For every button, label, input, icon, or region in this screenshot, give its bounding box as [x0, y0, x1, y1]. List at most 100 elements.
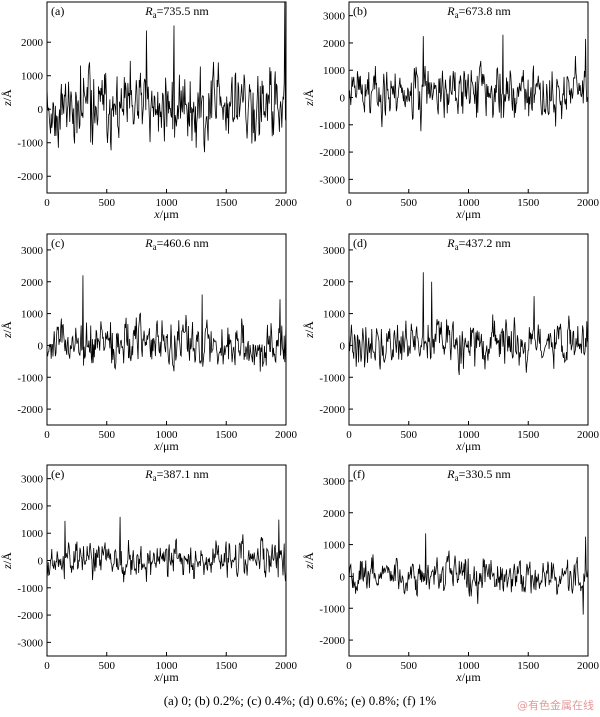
- roughness-label: Ra=387.1 nm: [144, 467, 209, 483]
- x-tick-label: 1000: [458, 429, 481, 441]
- x-tick-label: 1000: [458, 197, 481, 209]
- y-tick-label: -1000: [17, 583, 43, 595]
- plot-frame: [348, 233, 589, 426]
- y-tick-label: 0: [38, 104, 44, 116]
- y-tick-label: 0: [38, 556, 44, 568]
- roughness-subscript: a: [153, 10, 157, 20]
- chart-panel-4: 0 500 1000 1500 2000 -3000 -2000 -1000 0 1000 2000…: [0, 464, 298, 684]
- x-tick-label: 1000: [156, 197, 179, 209]
- y-axis-unit: /Å: [302, 89, 316, 101]
- roughness-label: Ra=330.5 nm: [446, 467, 511, 483]
- x-axis-variable: x: [153, 439, 160, 453]
- x-axis-title: x/μm: [455, 207, 481, 221]
- y-tick-label: -1000: [319, 603, 345, 615]
- roughness-symbol: R: [144, 467, 153, 481]
- roughness-subscript: a: [455, 473, 459, 483]
- watermark: @有色金属在线: [517, 699, 594, 712]
- y-tick-label: 3000: [21, 245, 44, 257]
- profile-line: [47, 275, 286, 372]
- x-axis-title: x/μm: [153, 670, 179, 684]
- x-axis-title: x/μm: [455, 670, 481, 684]
- y-tick-label: 1000: [323, 309, 346, 321]
- x-tick-label: 2000: [275, 660, 298, 672]
- x-axis-unit: /μm: [160, 670, 180, 684]
- y-axis-title: z/Å: [0, 552, 14, 570]
- y-tick-label: 3000: [323, 476, 346, 488]
- x-tick-label: 0: [346, 197, 352, 209]
- x-tick-label: 1500: [517, 429, 540, 441]
- y-tick-label: -2000: [319, 404, 345, 416]
- y-axis-title: z/Å: [302, 89, 316, 107]
- y-tick-label: -1000: [319, 372, 345, 384]
- x-axis-unit: /μm: [462, 439, 482, 453]
- x-tick-label: 2000: [275, 429, 298, 441]
- y-axis-variable: z: [302, 564, 316, 570]
- y-tick-label: 1000: [21, 71, 44, 83]
- y-tick-label: 1000: [21, 309, 44, 321]
- roughness-symbol: R: [446, 236, 455, 250]
- x-tick-label: 500: [99, 197, 116, 209]
- profile-line: [349, 272, 588, 376]
- y-axis-title: z/Å: [0, 89, 14, 107]
- y-axis-unit: /Å: [0, 89, 14, 101]
- y-tick-label: 1000: [21, 528, 44, 540]
- roughness-symbol: R: [144, 4, 153, 18]
- x-tick-label: 500: [99, 429, 116, 441]
- x-tick-label: 500: [401, 197, 418, 209]
- x-tick-label: 500: [401, 429, 418, 441]
- y-tick-label: 0: [340, 93, 346, 105]
- x-tick-label: 0: [346, 660, 352, 672]
- chart-panel-2: 0 500 1000 1500 2000 -2000 -1000 0 1000 2000 3000 x…: [0, 233, 298, 453]
- x-tick-label: 2000: [577, 197, 600, 209]
- y-tick-label: -2000: [17, 404, 43, 416]
- y-tick-label: 3000: [323, 11, 346, 23]
- roughness-subscript: a: [153, 473, 157, 483]
- x-axis-title: x/μm: [455, 439, 481, 453]
- y-axis-unit: /Å: [302, 321, 316, 333]
- x-tick-label: 0: [44, 429, 50, 441]
- y-tick-label: 3000: [21, 474, 44, 486]
- x-tick-label: 0: [44, 660, 50, 672]
- x-tick-label: 1500: [215, 660, 238, 672]
- y-tick-label: -1000: [17, 372, 43, 384]
- roughness-label: Ra=673.8 nm: [446, 4, 511, 20]
- y-tick-label: 0: [340, 340, 346, 352]
- y-axis-variable: z: [302, 101, 316, 107]
- roughness-label: Ra=735.5 nm: [144, 4, 209, 20]
- chart-panel-3: 0 500 1000 1500 2000 -2000 -1000 0 1000 2000 3000 x…: [302, 233, 600, 453]
- y-tick-label: 0: [38, 340, 44, 352]
- roughness-symbol: R: [446, 4, 455, 18]
- panel-label: (e): [51, 467, 64, 481]
- y-tick-label: -1000: [17, 138, 43, 150]
- x-tick-label: 2000: [577, 429, 600, 441]
- x-axis-variable: x: [455, 439, 462, 453]
- y-tick-label: 1000: [323, 540, 346, 552]
- panel-label: (a): [51, 4, 64, 18]
- panel-label: (d): [353, 236, 367, 250]
- chart-panel-5: 0 500 1000 1500 2000 -2000 -1000 0 1000 2000 3000 x…: [302, 464, 600, 684]
- y-axis-unit: /Å: [302, 552, 316, 564]
- x-tick-label: 1500: [517, 660, 540, 672]
- figure-canvas: 0 500 1000 1500 2000 -2000 -1000 0 1000 2000 x/μm z…: [0, 1, 600, 684]
- panel-label: (c): [51, 236, 64, 250]
- x-axis-unit: /μm: [462, 670, 482, 684]
- roughness-value: =735.5 nm: [157, 4, 210, 18]
- y-axis-title: z/Å: [302, 552, 316, 570]
- chart-panel-1: 0 500 1000 1500 2000 -3000 -2000 -1000 0 1000 2000…: [302, 1, 600, 221]
- roughness-label: Ra=437.2 nm: [446, 236, 511, 252]
- y-axis-unit: /Å: [0, 552, 14, 564]
- x-axis-title: x/μm: [153, 439, 179, 453]
- x-tick-label: 2000: [577, 660, 600, 672]
- x-axis-unit: /μm: [160, 439, 180, 453]
- roughness-subscript: a: [455, 242, 459, 252]
- x-tick-label: 500: [99, 660, 116, 672]
- x-axis-variable: x: [153, 670, 160, 684]
- chart-panel-0: 0 500 1000 1500 2000 -2000 -1000 0 1000 2000 x/μm z…: [0, 1, 298, 221]
- x-tick-label: 500: [401, 660, 418, 672]
- x-tick-label: 1000: [458, 660, 481, 672]
- y-tick-label: 2000: [323, 508, 346, 520]
- y-tick-label: -3000: [17, 637, 43, 649]
- y-axis-variable: z: [0, 333, 14, 339]
- y-tick-label: -2000: [17, 610, 43, 622]
- roughness-label: Ra=460.6 nm: [144, 236, 209, 252]
